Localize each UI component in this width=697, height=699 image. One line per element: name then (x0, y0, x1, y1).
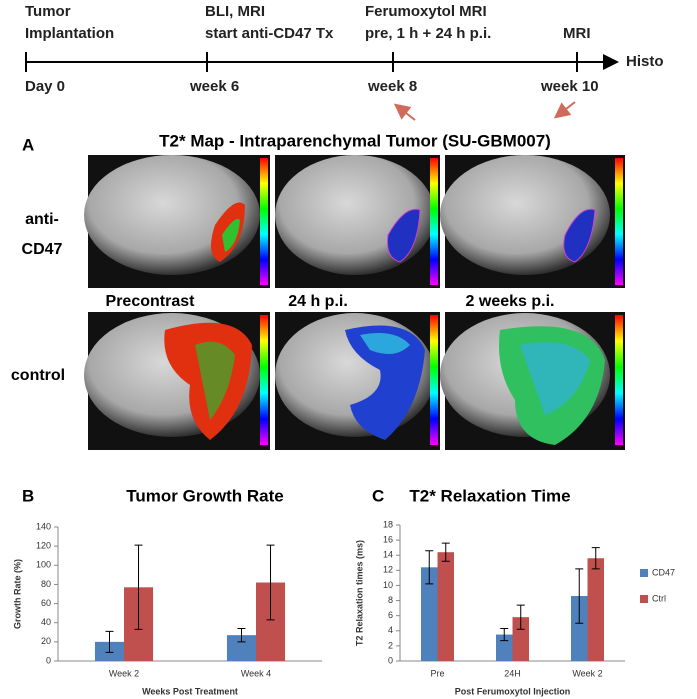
row-label: CD47 (22, 241, 63, 258)
column-label: 2 weeks p.i. (466, 293, 555, 310)
row-label: anti- (25, 211, 59, 228)
panel-letter: A (22, 135, 34, 154)
y-tick-label: 4 (388, 625, 393, 635)
chart-title: Tumor Growth Rate (126, 486, 283, 505)
event-label: Ferumoxytol MRI (365, 3, 487, 20)
error-bar (591, 547, 600, 570)
y-tick-label: 120 (36, 541, 51, 551)
y-tick-label: 140 (36, 521, 51, 531)
event-time: week 8 (367, 78, 417, 95)
y-axis-title: Growth Rate (%) (12, 559, 22, 629)
y-tick-label: 80 (41, 579, 51, 589)
bar (571, 596, 588, 661)
x-tick-label: Week 4 (241, 668, 271, 678)
error-bar (134, 544, 143, 630)
timeline-ticks (25, 52, 578, 72)
y-tick-label: 100 (36, 560, 51, 570)
event-label: start anti-CD47 Tx (205, 25, 334, 42)
event-time: Day 0 (25, 78, 65, 95)
event-label: pre, 1 h + 24 h p.i. (365, 25, 491, 42)
event-label: MRI (563, 25, 591, 42)
legend-label: CD47 (652, 567, 675, 577)
x-tick-label: Week 2 (109, 668, 139, 678)
y-tick-label: 2 (388, 640, 393, 650)
chart-title: T2* Relaxation Time (409, 486, 570, 505)
panel-letter: B (22, 486, 34, 505)
error-bar (425, 550, 434, 585)
y-tick-label: 16 (383, 534, 393, 544)
x-axis-title: Weeks Post Treatment (142, 686, 238, 696)
legend-label: Ctrl (652, 593, 666, 603)
error-bar (500, 628, 509, 642)
error-bar (516, 604, 525, 630)
x-tick-label: Week 2 (572, 668, 602, 678)
x-tick-label: Pre (430, 668, 444, 678)
column-label: 24 h p.i. (288, 293, 348, 310)
y-tick-label: 10 (383, 580, 393, 590)
x-tick-label: 24H (504, 668, 521, 678)
error-bar (441, 542, 450, 562)
y-tick-label: 6 (388, 610, 393, 620)
y-tick-label: 18 (383, 519, 393, 529)
y-tick-label: 8 (388, 595, 393, 605)
bar (496, 634, 513, 661)
bar (421, 567, 438, 661)
panel-letter: C (372, 486, 384, 505)
error-bar (266, 544, 275, 621)
column-label: Precontrast (106, 293, 196, 310)
bar (587, 558, 604, 661)
y-tick-label: 0 (46, 655, 51, 665)
panel-title: T2* Map - Intraparenchymal Tumor (SU-GBM… (159, 131, 551, 150)
error-bar (237, 627, 246, 643)
timeline-end: Histo (626, 53, 664, 70)
event-label: Implantation (25, 25, 114, 42)
event-time: week 6 (189, 78, 239, 95)
event-label: BLI, MRI (205, 3, 265, 20)
pointer-arrow (393, 103, 416, 121)
y-tick-label: 0 (388, 655, 393, 665)
mri-images (84, 155, 625, 450)
y-tick-label: 60 (41, 598, 51, 608)
bar (437, 552, 454, 661)
legend-swatch (640, 569, 648, 577)
y-tick-label: 12 (383, 565, 393, 575)
row-label: control (11, 367, 65, 384)
y-tick-label: 20 (41, 636, 51, 646)
bar (512, 617, 529, 661)
pointer-arrow (553, 101, 576, 119)
x-axis-title: Post Ferumoxytol Injection (455, 686, 571, 696)
event-time: week 10 (540, 78, 599, 95)
error-bar (575, 568, 584, 624)
y-tick-label: 14 (383, 550, 393, 560)
y-tick-label: 40 (41, 617, 51, 627)
error-bar (105, 630, 114, 653)
legend-swatch (640, 595, 648, 603)
y-axis-title: T2 Relaxation times (ms) (354, 540, 364, 646)
event-label: Tumor (25, 3, 71, 20)
